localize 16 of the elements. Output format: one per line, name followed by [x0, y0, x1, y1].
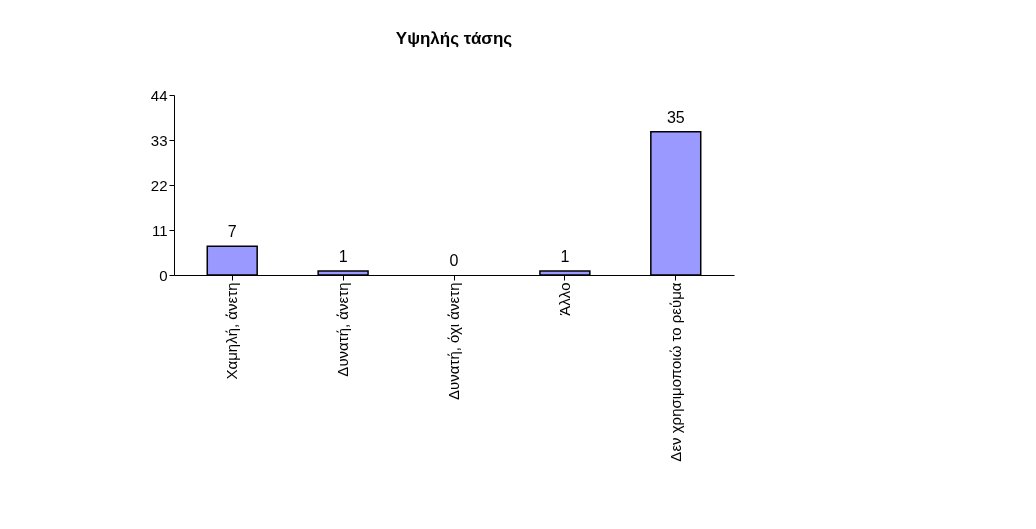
- y-tick-label: 0: [159, 266, 168, 284]
- x-tick-label: Χαμηλή, άνετη: [223, 282, 241, 380]
- x-tick-label: Δυνατή, άνετη: [334, 282, 352, 377]
- y-tick-label: 44: [150, 86, 168, 104]
- y-tick-label: 22: [150, 176, 168, 194]
- y-tick-label: 33: [150, 131, 168, 149]
- x-tick-label: Άλλο: [555, 282, 573, 316]
- x-tick-label: Δεν χρησιμοποιώ το ρεύμα: [666, 282, 684, 462]
- data-label: 35: [666, 108, 685, 126]
- chart-title: Υψηλής τάσης: [395, 29, 513, 48]
- x-tick-label: Δυνατή, όχι άνετη: [445, 282, 462, 400]
- data-label: 7: [227, 223, 237, 241]
- y-tick-label: 11: [151, 221, 168, 239]
- data-label: 1: [338, 247, 348, 265]
- data-label: 1: [560, 247, 570, 265]
- data-label: 0: [449, 252, 459, 269]
